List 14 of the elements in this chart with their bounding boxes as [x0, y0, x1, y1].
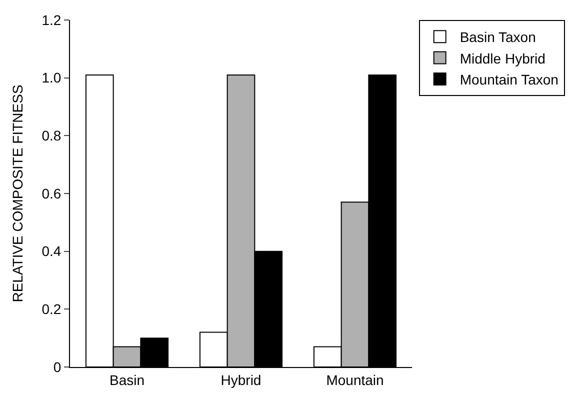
y-tick-label: 1.0 [42, 70, 62, 86]
legend-label: Mountain Taxon [460, 71, 558, 88]
legend-label: Basin Taxon [460, 29, 536, 46]
y-tick-label: 0.4 [42, 243, 62, 260]
y-tick-label: 0.2 [42, 301, 62, 318]
x-tick-label: Mountain [326, 372, 384, 388]
y-tick-label: 0 [53, 358, 62, 375]
y-axis-title: RELATIVE COMPOSITE FITNESS [9, 84, 26, 302]
y-tick-label: 0.8 [42, 128, 62, 144]
legend-label: Middle Hybrid [460, 50, 546, 66]
x-tick-label: Basin [109, 372, 145, 388]
x-tick-label: Hybrid [220, 372, 262, 388]
y-tick-label: 1.2 [42, 12, 62, 28]
y-tick-label: 0.6 [42, 185, 62, 202]
